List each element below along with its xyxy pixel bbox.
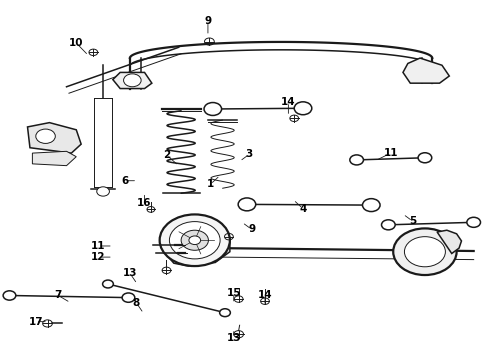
Text: 10: 10 [69, 38, 83, 48]
Circle shape [159, 215, 229, 266]
Circle shape [362, 199, 379, 212]
Text: 17: 17 [28, 317, 43, 327]
Circle shape [188, 236, 200, 244]
Text: 12: 12 [91, 252, 105, 262]
Text: 13: 13 [122, 268, 137, 278]
Polygon shape [161, 220, 229, 266]
Circle shape [169, 222, 220, 259]
Text: 11: 11 [91, 241, 105, 251]
Circle shape [294, 102, 311, 115]
Circle shape [349, 155, 363, 165]
Polygon shape [113, 72, 152, 89]
Text: 14: 14 [257, 291, 272, 301]
Circle shape [97, 187, 109, 196]
Text: 8: 8 [132, 298, 140, 308]
Circle shape [122, 293, 135, 302]
Text: 3: 3 [245, 149, 252, 159]
Text: 1: 1 [206, 179, 214, 189]
Circle shape [417, 153, 431, 163]
Text: 2: 2 [163, 150, 170, 160]
Circle shape [36, 129, 55, 143]
Circle shape [466, 217, 480, 227]
Polygon shape [436, 230, 461, 253]
Circle shape [181, 230, 208, 250]
Polygon shape [27, 123, 81, 153]
Circle shape [404, 237, 445, 267]
Circle shape [203, 103, 221, 116]
Text: 4: 4 [299, 204, 306, 214]
Circle shape [219, 309, 230, 317]
Polygon shape [402, 58, 448, 83]
Text: 14: 14 [281, 97, 295, 107]
Circle shape [238, 198, 255, 211]
Text: 5: 5 [408, 216, 415, 226]
Circle shape [123, 74, 141, 87]
Text: 9: 9 [248, 225, 255, 234]
Text: 6: 6 [121, 176, 128, 186]
Text: 9: 9 [204, 17, 211, 27]
Circle shape [102, 280, 113, 288]
Text: 13: 13 [226, 333, 241, 343]
Circle shape [392, 228, 456, 275]
Polygon shape [32, 151, 76, 166]
Text: 11: 11 [383, 148, 397, 158]
Text: 15: 15 [226, 288, 241, 298]
Text: 16: 16 [137, 198, 151, 208]
Circle shape [3, 291, 16, 300]
Text: 7: 7 [55, 291, 62, 301]
Circle shape [381, 220, 394, 230]
